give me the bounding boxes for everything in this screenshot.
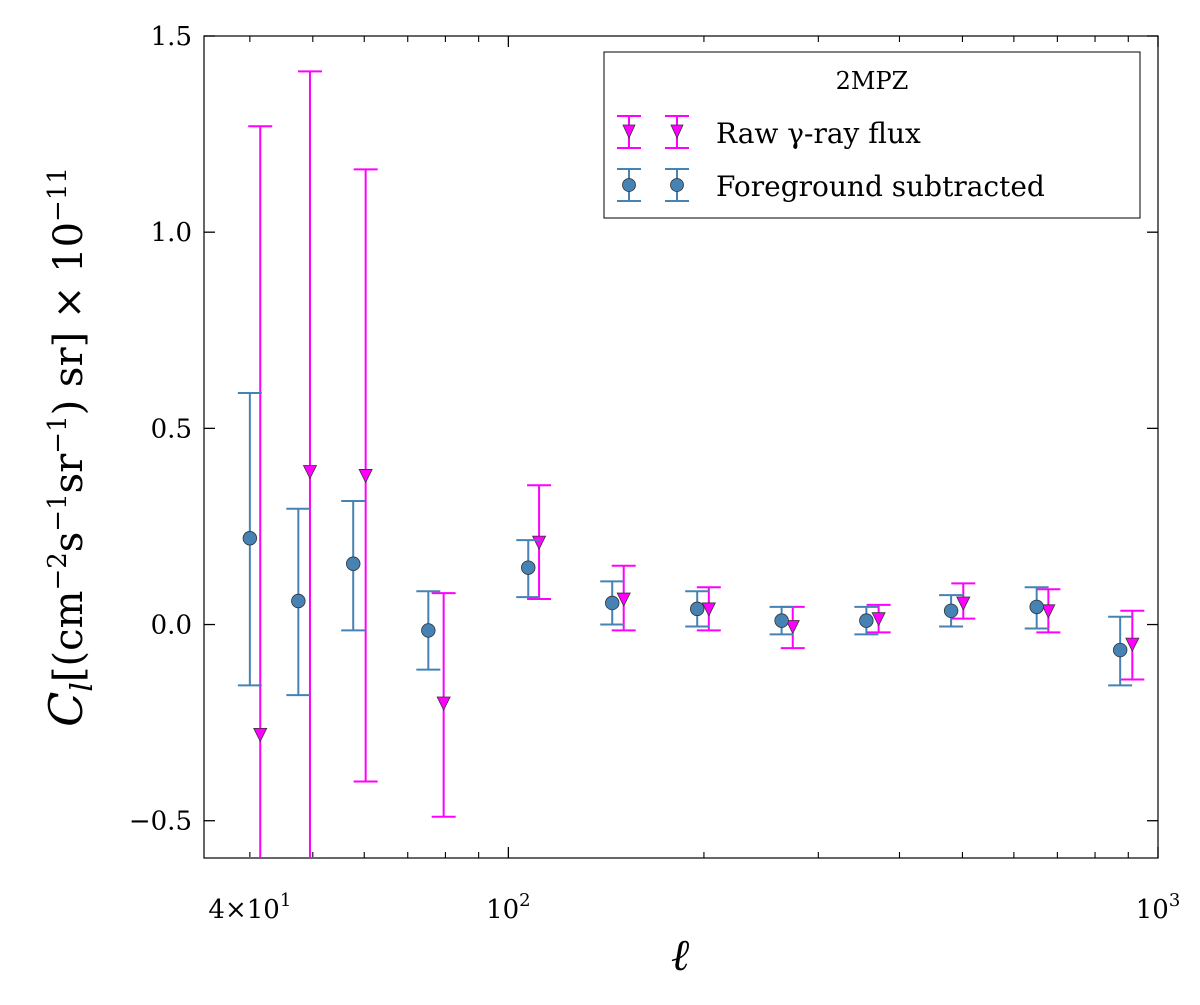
x-tick-label: 102 [486,890,531,925]
data-point-circle [242,531,258,546]
tick-labels-layer: −0.50.00.51.01.54×101 102 103 [129,22,1180,925]
legend: 2MPZ Raw γ-ray flux [603,51,1141,219]
legend-label-raw: Raw γ-ray flux [716,117,921,150]
y-axis-label: Cl[(cm−2s−1sr−1) sr] × 10−11 [39,167,100,727]
data-point-circle [1029,599,1044,615]
data-point-circle [1112,642,1128,658]
legend-marker-raw-right [665,115,689,149]
x-tick-mantissa: 4×10 [208,895,279,925]
x-tick-mantissa: 10 [486,895,519,925]
data-point-triangle [616,592,631,607]
data-point-circle [690,601,705,617]
y-tick-label: 1.5 [151,22,192,52]
data-point-triangle [1041,604,1056,619]
data-point-triangle [436,696,451,711]
y-tick-label: 1.0 [151,218,192,248]
legend-label-foreground: Foreground subtracted [716,170,1045,203]
data-point-circle [605,595,620,611]
x-tick-exponent: 2 [519,890,530,911]
data-point-circle [859,613,874,628]
x-tick-label: 4×101 [208,890,291,925]
data-point-circle [421,623,436,638]
legend-entry-foreground: Foreground subtracted [617,168,1045,203]
data-point-triangle [531,535,547,551]
x-tick-mantissa: 10 [1136,895,1169,925]
legend-title: 2MPZ [836,67,909,95]
y-tick-label: 0.5 [151,414,192,444]
series-foreground-subtracted [237,392,1133,697]
ticks-layer [204,35,1159,858]
legend-entry-raw: Raw γ-ray flux [617,115,921,150]
data-point-circle [346,556,361,571]
data-point-triangle [1125,637,1140,653]
y-tick-label: −0.5 [129,807,192,837]
x-tick-label: 103 [1136,890,1181,925]
y-tick-label: 0.0 [151,611,192,641]
data-point-triangle [956,596,971,611]
data-point-triangle [871,612,886,627]
data-point-circle [943,603,959,619]
series-layer [237,70,1145,858]
legend-marker-fg-left [617,168,641,202]
data-point-circle [291,593,306,609]
legend-marker-fg-right [665,168,689,202]
data-point-circle [521,560,536,575]
x-tick-exponent: 1 [280,890,291,911]
data-point-circle [774,613,789,628]
legend-marker-raw-left [617,115,641,149]
x-axis-label: ℓ [671,930,690,981]
data-point-triangle [701,602,716,617]
data-point-triangle [358,469,373,484]
data-point-triangle [785,620,800,635]
data-point-triangle [302,465,318,480]
series-raw-flux [248,70,1145,858]
legend-box [603,51,1141,219]
x-tick-exponent: 3 [1169,890,1180,911]
plot-frame [203,35,1159,859]
data-point-triangle [253,728,268,743]
